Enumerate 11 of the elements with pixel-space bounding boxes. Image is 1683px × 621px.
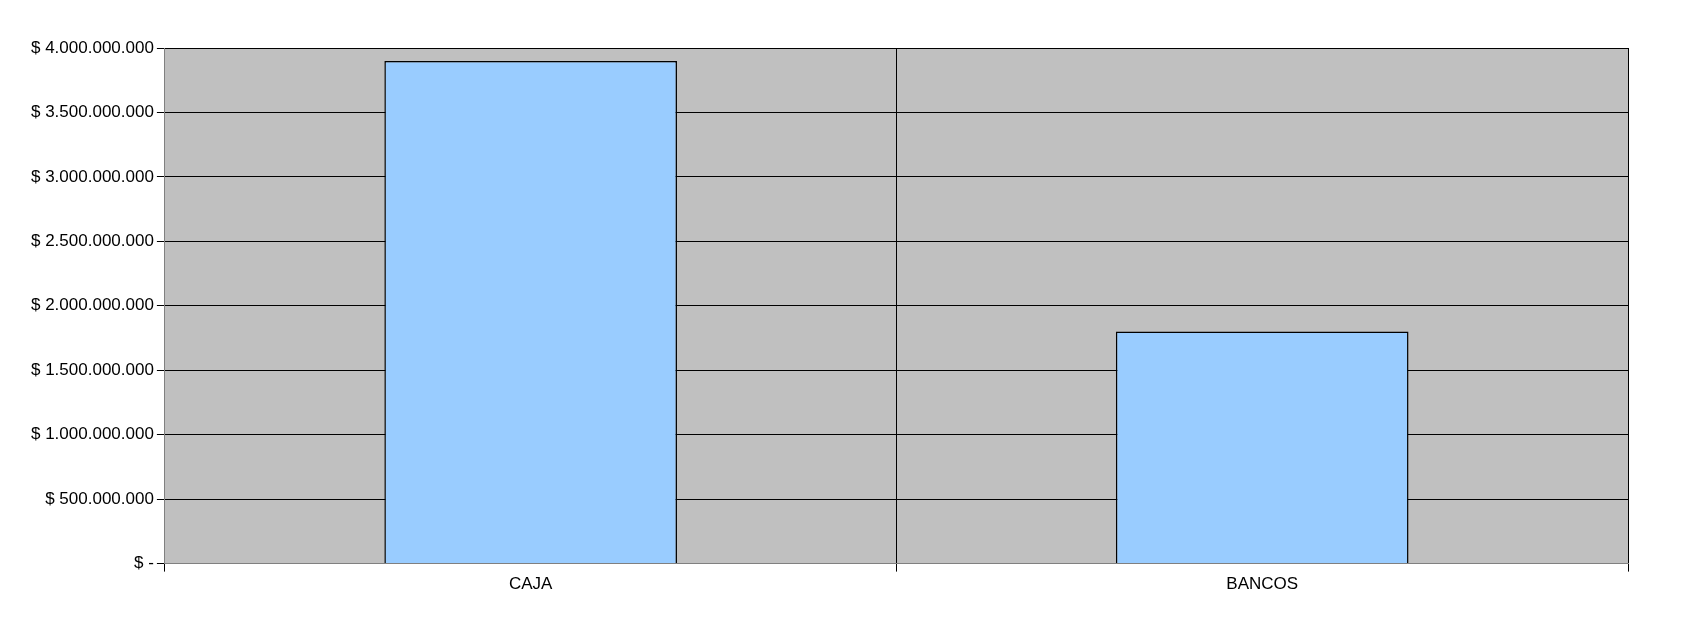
y-tick-label: $ 500.000.000 (45, 488, 154, 508)
y-tick-label: $ 2.000.000.000 (30, 295, 154, 315)
y-tick-label: $ 3.500.000.000 (30, 102, 154, 122)
y-tick-label: $ 4.000.000.000 (30, 37, 154, 57)
y-tick-label: $ 2.500.000.000 (30, 231, 154, 251)
x-tick-label: CAJA (508, 574, 554, 594)
y-tick-label: $ - (134, 553, 154, 573)
y-tick-label: $ 1.500.000.000 (30, 359, 154, 379)
y-tick-label: $ 1.000.000.000 (30, 424, 154, 444)
y-tick-label: $ 3.000.000.000 (30, 166, 154, 186)
x-tick-label: BANCOS (1226, 574, 1299, 594)
